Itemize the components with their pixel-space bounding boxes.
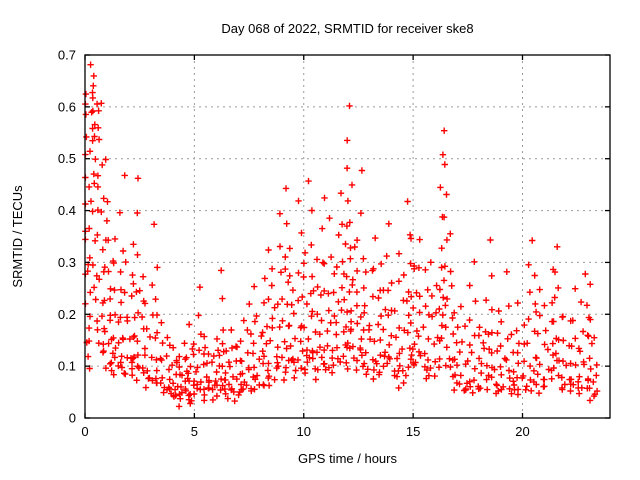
y-tick-label: 0.5 <box>58 151 76 166</box>
chart-title: Day 068 of 2022, SRMTID for receiver ske… <box>221 21 473 36</box>
y-tick-label: 0 <box>69 411 76 426</box>
y-tick-label: 0.6 <box>58 99 76 114</box>
y-tick-label: 0.3 <box>58 255 76 270</box>
x-tick-label: 10 <box>297 424 311 439</box>
y-tick-label: 0.1 <box>58 359 76 374</box>
plot-border <box>84 54 611 419</box>
axes <box>84 54 611 419</box>
y-tick-label: 0.2 <box>58 307 76 322</box>
grid-lines <box>85 55 610 418</box>
x-tick-label: 0 <box>81 424 88 439</box>
x-tick-label: 20 <box>515 424 529 439</box>
y-axis-label: SRMTID / TECUs <box>10 185 25 288</box>
y-tick-label: 0.7 <box>58 48 76 63</box>
data-points <box>82 61 601 410</box>
x-tick-label: 5 <box>191 424 198 439</box>
x-axis-label: GPS time / hours <box>298 451 397 466</box>
tick-labels: 0 5 10 15 20 0 0.1 0.2 0.3 0.4 0.5 0.6 0.7 <box>58 48 530 440</box>
scatter-markers <box>82 61 601 410</box>
x-tick-label: 15 <box>406 424 420 439</box>
y-tick-label: 0.4 <box>58 203 76 218</box>
